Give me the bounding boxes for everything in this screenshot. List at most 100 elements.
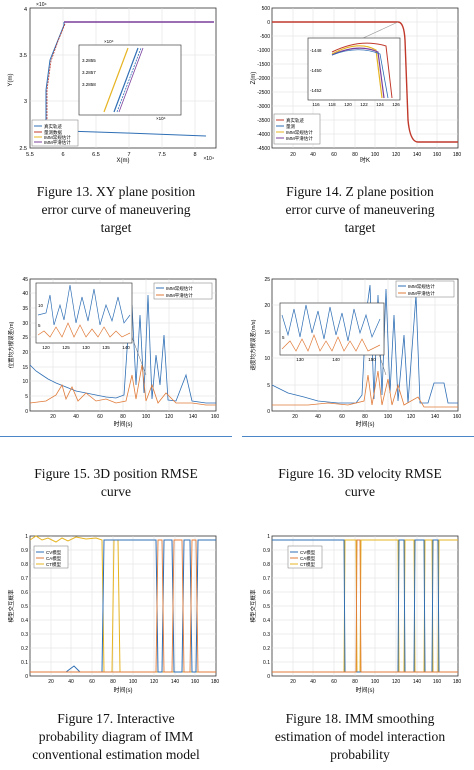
fig15-ytick: 10 bbox=[22, 379, 28, 385]
figure-15: 45 40 35 30 25 20 15 10 5 0 20 40 60 80 … bbox=[6, 275, 226, 435]
fig16-inset: 5 130 140 150 bbox=[279, 302, 385, 362]
fig15-legend: IMM常规估计 IMM平滑估计 bbox=[153, 282, 213, 300]
fig17-xtick: 180 bbox=[211, 679, 220, 685]
fig13-xtick: 7.5 bbox=[158, 152, 166, 158]
fig14-yticks: 500 0 -500 -1000 -1500 -2000 -2500 -3000… bbox=[257, 6, 270, 152]
fig15-legend-item: IMM平滑估计 bbox=[166, 292, 193, 299]
fig13-legend-item: 真实轨迹 bbox=[44, 123, 62, 130]
fig15-ytick: 20 bbox=[22, 350, 28, 356]
fig16-xticks: 20 40 60 80 100 120 140 160 bbox=[292, 414, 461, 420]
fig14-ytick: -4000 bbox=[257, 132, 270, 138]
fig14-ytick: -4500 bbox=[257, 146, 270, 152]
fig14-xtick: 60 bbox=[331, 152, 337, 158]
caption-line: curve bbox=[344, 484, 376, 499]
fig15-ytick: 40 bbox=[22, 291, 28, 297]
fig18-ytick: 0.3 bbox=[263, 632, 270, 638]
fig13-inset-tick: 3.2858 bbox=[82, 82, 96, 87]
fig16-xtick: 120 bbox=[407, 414, 416, 420]
fig14-inset-ytick: -1450 bbox=[310, 68, 322, 73]
caption-line: target bbox=[100, 220, 132, 235]
fig18-ytick: 0.8 bbox=[263, 562, 270, 568]
fig16-caption: Figure 16. 3D velocity RMSE curve bbox=[250, 465, 470, 501]
fig16-ytick: 20 bbox=[264, 303, 270, 309]
fig13-x-exponent: ×10⁴ bbox=[203, 156, 214, 162]
fig14-xtick: 120 bbox=[392, 152, 401, 158]
fig18-caption: Figure 18. IMM smoothing estimation of m… bbox=[250, 710, 470, 764]
fig14-inset: -1448 -1450 -1452 116 118 120 122 124 12… bbox=[307, 37, 401, 107]
caption-line: Figure 17. Interactive bbox=[57, 711, 175, 726]
fig18-yticks: 1 0.9 0.8 0.7 0.6 0.5 0.4 0.3 0.2 0.1 0 bbox=[263, 534, 270, 680]
fig13-true-trajectory bbox=[45, 22, 207, 137]
fig16-legend-item: IMM平滑估计 bbox=[408, 290, 435, 297]
fig15-xtick: 60 bbox=[97, 414, 103, 420]
fig16-inset-xtick: 130 bbox=[296, 357, 304, 362]
fig16-inset-ytick: 5 bbox=[282, 335, 285, 340]
fig13-ytick: 4 bbox=[24, 7, 27, 13]
fig13-xtick: 6.5 bbox=[92, 152, 100, 158]
fig15-xlabel: 时间(s) bbox=[114, 420, 133, 428]
fig15-inset: 10 5 120 125 130 135 140 bbox=[35, 282, 133, 350]
fig15-chart: 45 40 35 30 25 20 15 10 5 0 20 40 60 80 … bbox=[7, 277, 219, 428]
fig13-ylabel: Y(m) bbox=[8, 74, 14, 87]
fig16-ytick: 15 bbox=[264, 330, 270, 336]
fig14-inset-ytick: -1452 bbox=[310, 88, 322, 93]
fig13-xtick: 5.5 bbox=[26, 152, 34, 158]
caption-line: estimation of model interaction bbox=[274, 729, 446, 744]
fig16-xlabel: 时间(s) bbox=[356, 420, 375, 428]
fig16-conventional-series bbox=[271, 284, 458, 404]
fig17-xtick: 40 bbox=[68, 679, 74, 685]
fig18-ytick: 0.4 bbox=[263, 618, 270, 624]
fig14-ytick: -2000 bbox=[257, 76, 270, 82]
fig17-legend-item: CA模型 bbox=[46, 555, 62, 562]
fig18-legend-item: CV模型 bbox=[300, 549, 316, 556]
fig16-chart: 25 20 15 10 5 0 20 40 60 80 100 120 140 … bbox=[249, 277, 461, 428]
fig17-legend-item: CT模型 bbox=[46, 561, 61, 568]
fig16-smoothed-series bbox=[272, 370, 458, 408]
caption-line: conventional estimation model bbox=[32, 747, 200, 762]
fig17-xtick: 20 bbox=[48, 679, 54, 685]
fig13-caption: Figure 13. XY plane position error curve… bbox=[6, 183, 226, 237]
fig15-ytick: 25 bbox=[22, 335, 28, 341]
fig18-legend: CV模型 CA模型 CT模型 bbox=[287, 545, 323, 569]
fig17-ytick: 0.6 bbox=[21, 590, 28, 596]
fig13-xticks: 5.5 6 6.5 7 7.5 8 bbox=[26, 152, 196, 158]
fig13-legend-item: IMM平滑估计 bbox=[44, 139, 71, 146]
fig18-xtick: 100 bbox=[371, 679, 380, 685]
fig13-ytick: 3.5 bbox=[19, 53, 27, 59]
fig16-legend-item: IMM常规估计 bbox=[408, 283, 435, 290]
fig14-ytick: -1500 bbox=[257, 62, 270, 68]
fig17-ca-series bbox=[30, 539, 216, 673]
fig17-xtick: 120 bbox=[150, 679, 159, 685]
fig17-yticks: 1 0.9 0.8 0.7 0.6 0.5 0.4 0.3 0.2 0.1 0 bbox=[21, 534, 28, 680]
fig16-xtick: 80 bbox=[362, 414, 368, 420]
figure-14: 500 0 -500 -1000 -1500 -2000 -2500 -3000… bbox=[248, 0, 468, 172]
fig13-legend: 真实轨迹 量测数据 IMM常规估计 IMM平滑估计 bbox=[31, 119, 79, 147]
fig18-ytick: 0.7 bbox=[263, 576, 270, 582]
fig13-ytick: 3 bbox=[24, 99, 27, 105]
fig16-inset-xtick: 150 bbox=[368, 357, 376, 362]
caption-line: error curve of maneuvering bbox=[285, 202, 435, 217]
fig15-xticks: 20 40 60 80 100 120 140 160 bbox=[50, 414, 219, 420]
fig15-ytick: 15 bbox=[22, 365, 28, 371]
fig15-ytick: 45 bbox=[22, 277, 28, 283]
fig14-xtick: 160 bbox=[433, 152, 442, 158]
fig16-ylabel: 速度均方根误差(m/s) bbox=[249, 319, 257, 370]
fig18-ytick: 1 bbox=[267, 534, 270, 540]
fig16-inset-xtick: 140 bbox=[332, 357, 340, 362]
figure-13: ×10⁴ 4 3.5 3 2.5 5.5 6 6.5 7 7.5 8 X(m) … bbox=[6, 0, 226, 172]
fig17-xtick: 80 bbox=[110, 679, 116, 685]
fig13-xlabel: X(m) bbox=[117, 158, 130, 164]
fig13-inset-tick: 3.2855 bbox=[82, 58, 96, 63]
fig15-conventional-series bbox=[29, 294, 216, 404]
figure-18: 1 0.9 0.8 0.7 0.6 0.5 0.4 0.3 0.2 0.1 0 … bbox=[248, 532, 468, 698]
fig17-xticks: 20 40 60 80 100 120 140 160 180 bbox=[48, 679, 219, 685]
fig14-legend-item: IMM平滑估计 bbox=[286, 135, 313, 142]
fig14-true-trajectory bbox=[272, 21, 458, 143]
fig15-ytick: 5 bbox=[25, 394, 28, 400]
fig14-xtick: 80 bbox=[352, 152, 358, 158]
fig13-yticks: 4 3.5 3 2.5 bbox=[19, 7, 27, 152]
fig17-xlabel: 时间(s) bbox=[114, 686, 133, 694]
fig15-xtick: 20 bbox=[50, 414, 56, 420]
fig18-ca-series bbox=[272, 539, 458, 673]
fig16-xtick: 160 bbox=[453, 414, 462, 420]
